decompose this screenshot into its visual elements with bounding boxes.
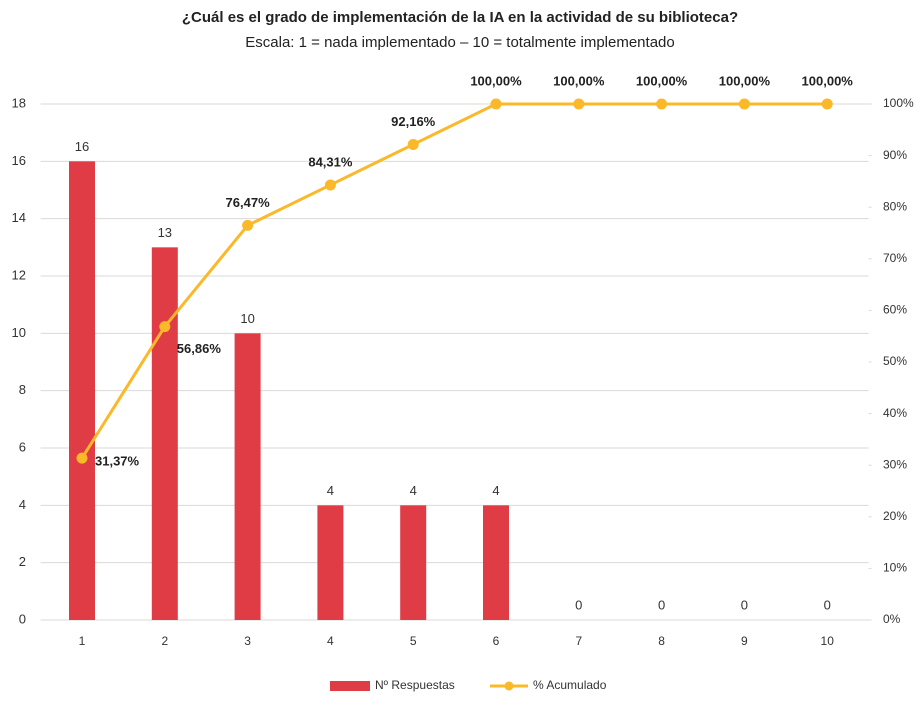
y2-tick-label: 40% (883, 406, 907, 420)
legend-swatch (504, 681, 514, 691)
bar (400, 505, 427, 620)
point-label: 100,00% (719, 73, 771, 88)
y2-tick-label: 50% (883, 354, 907, 368)
y-tick-label: 0 (19, 611, 26, 626)
line-point (324, 179, 336, 191)
point-label: 100,00% (636, 73, 688, 88)
x-tick-label: 5 (410, 634, 417, 648)
bar (483, 505, 509, 620)
line-point (573, 98, 585, 110)
bar-label: 4 (492, 483, 499, 498)
bar-label: 13 (158, 225, 172, 240)
legend-label: Nº Respuestas (375, 678, 455, 692)
legend-swatch (330, 681, 370, 691)
legend-label: % Acumulado (533, 678, 607, 692)
y2-tick-label: 60% (883, 303, 907, 317)
bar (69, 161, 95, 621)
point-label: 84,31% (308, 154, 353, 169)
line-point (490, 98, 502, 110)
bar-label: 10 (240, 311, 254, 326)
line-point (656, 98, 668, 110)
line-point (76, 452, 88, 464)
point-label: 100,00% (802, 73, 854, 88)
y-tick-label: 6 (19, 439, 26, 454)
point-label: 31,37% (95, 454, 140, 469)
point-label: 92,16% (391, 114, 436, 129)
x-tick-label: 9 (741, 634, 748, 648)
chart-subtitle: Escala: 1 = nada implementado – 10 = tot… (245, 34, 674, 51)
y-tick-label: 12 (12, 267, 26, 282)
y-tick-label: 14 (12, 210, 26, 225)
x-tick-label: 1 (79, 634, 86, 648)
bar-label: 4 (327, 483, 334, 498)
x-tick-label: 8 (658, 634, 665, 648)
y2-tick-label: 80% (883, 199, 907, 213)
bar (317, 505, 344, 620)
point-label: 76,47% (226, 195, 271, 210)
x-tick-label: 3 (244, 634, 251, 648)
y2-tick-label: 10% (883, 561, 907, 575)
y-tick-label: 2 (19, 554, 26, 569)
bar-label: 4 (410, 483, 417, 498)
line-point (407, 138, 419, 150)
bar-label: 16 (75, 139, 89, 154)
bar-label: 0 (575, 597, 582, 612)
y2-tick-label: 70% (883, 251, 907, 265)
y2-tick-label: 90% (883, 148, 907, 162)
y2-tick-label: 30% (883, 457, 907, 471)
bar-label: 0 (824, 597, 831, 612)
y2-tick-label: 100% (883, 96, 914, 110)
x-tick-label: 4 (327, 634, 334, 648)
y-tick-label: 18 (12, 95, 26, 110)
y2-tick-label: 20% (883, 509, 907, 523)
chart-title: ¿Cuál es el grado de implementación de l… (182, 9, 738, 26)
line (80, 102, 828, 459)
x-tick-label: 7 (575, 634, 582, 648)
y-tick-label: 16 (12, 153, 26, 168)
y-tick-label: 10 (12, 325, 26, 340)
x-tick-label: 6 (493, 634, 500, 648)
bar-label: 0 (658, 597, 665, 612)
point-label: 56,86% (177, 341, 222, 356)
point-label: 100,00% (470, 73, 522, 88)
point-label: 100,00% (553, 73, 605, 88)
bar-label: 0 (741, 597, 748, 612)
bar (151, 247, 178, 621)
line-point (159, 321, 171, 333)
x-tick-label: 2 (161, 634, 168, 648)
y-tick-label: 4 (19, 497, 26, 512)
line-point (821, 98, 833, 110)
y-tick-label: 8 (19, 382, 26, 397)
x-tick-label: 10 (821, 634, 835, 648)
bar (234, 333, 261, 620)
y2-tick-label: 0% (883, 612, 901, 626)
line-point (242, 219, 254, 231)
line-point (738, 98, 750, 110)
